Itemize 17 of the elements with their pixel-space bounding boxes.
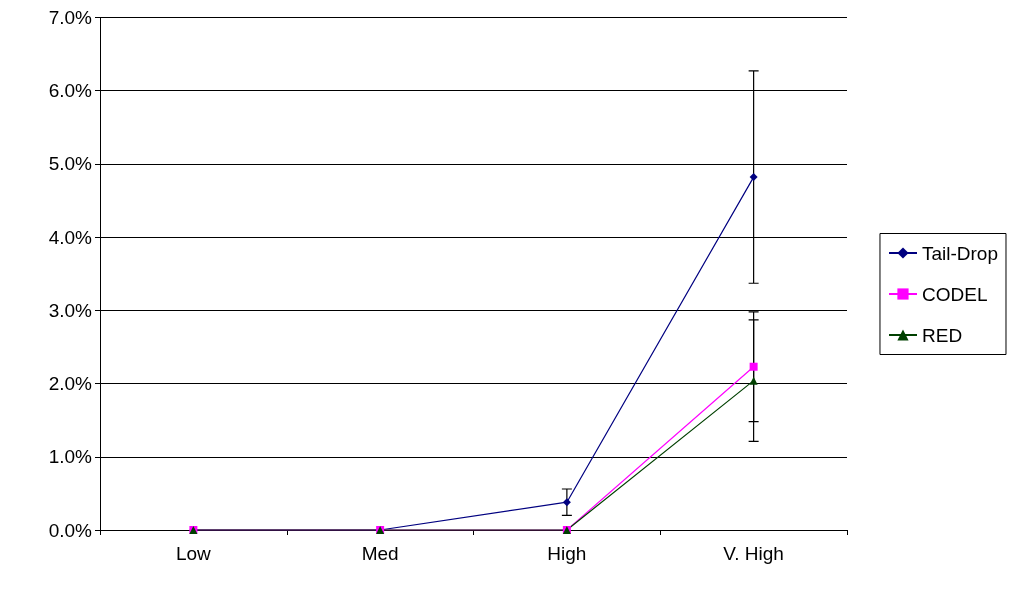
legend-label: CODEL xyxy=(921,283,988,305)
y-tick-label: 3.0% xyxy=(48,299,93,321)
y-tick-label: 0.0% xyxy=(48,519,93,541)
x-tick-label: Med xyxy=(361,543,399,564)
y-tick-label: 7.0% xyxy=(48,7,93,28)
y-tick-label: 5.0% xyxy=(48,153,93,175)
x-tick-label: High xyxy=(547,543,587,564)
x-tick-label: V. High xyxy=(723,543,784,564)
y-tick-label: 2.0% xyxy=(48,373,93,395)
y-tick-label: 4.0% xyxy=(48,226,93,248)
legend-label: Tail-Drop xyxy=(921,242,999,264)
point xyxy=(749,362,758,371)
y-tick-label: 6.0% xyxy=(48,80,93,102)
x-tick-label: Low xyxy=(175,543,212,564)
y-tick-label: 1.0% xyxy=(48,446,93,468)
legend-label: RED xyxy=(921,324,963,346)
point xyxy=(749,173,758,182)
